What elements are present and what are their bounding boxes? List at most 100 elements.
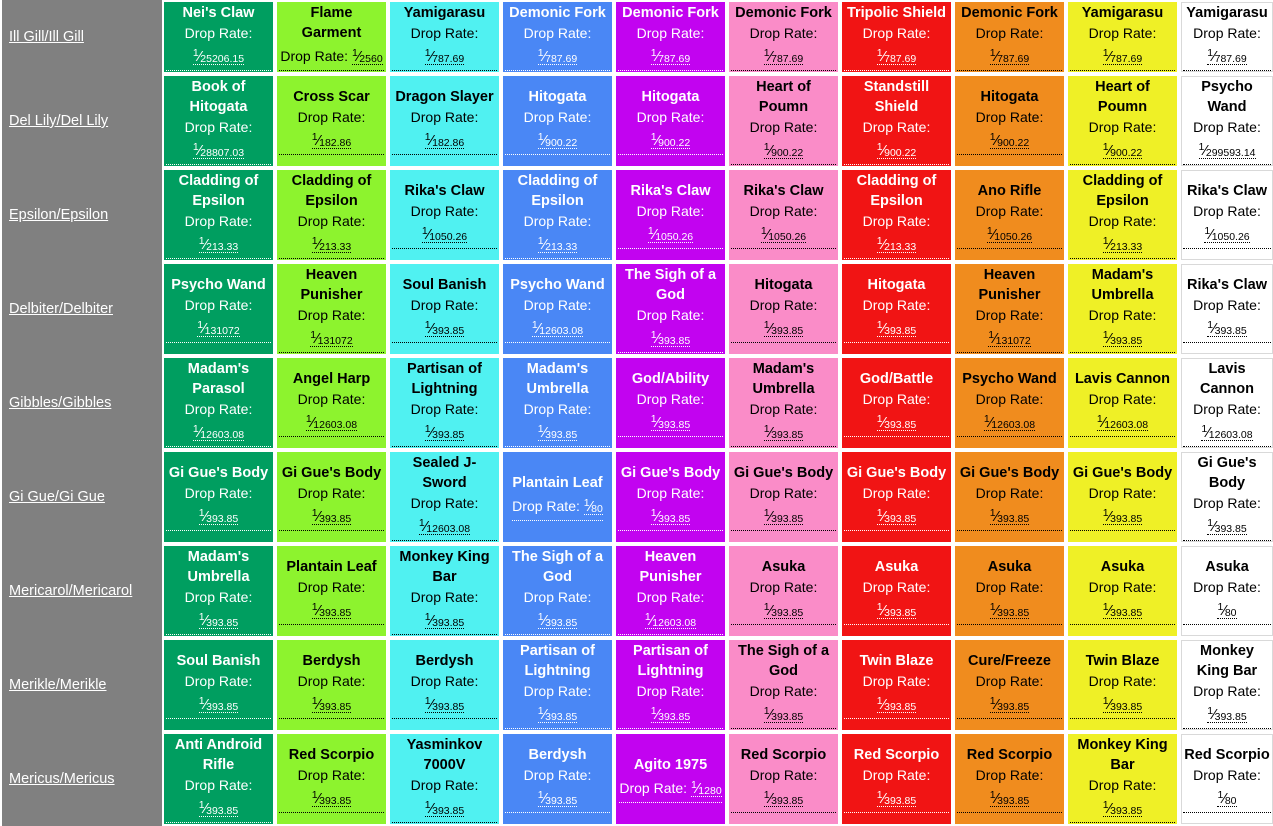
drop-info[interactable]: Cladding of Epsilon Drop Rate: 1⁄213.33 — [279, 171, 384, 259]
drop-rate-fraction[interactable]: 1⁄80 — [583, 497, 603, 515]
drop-info[interactable]: Gi Gue's Body Drop Rate: 1⁄393.85 — [1070, 463, 1175, 531]
monster-link[interactable]: Epsilon/Epsilon — [9, 207, 109, 223]
drop-info[interactable]: Demonic Fork Drop Rate: 1⁄787.69 — [957, 3, 1062, 71]
drop-rate-fraction[interactable]: 1⁄393.85 — [424, 695, 465, 713]
drop-rate-fraction[interactable]: 1⁄213.33 — [537, 235, 578, 253]
drop-info[interactable]: Red Scorpio Drop Rate: 1⁄393.85 — [844, 745, 949, 813]
drop-rate-fraction[interactable]: 1⁄393.85 — [763, 789, 804, 807]
drop-rate-fraction[interactable]: 1⁄787.69 — [876, 47, 917, 65]
drop-rate-fraction[interactable]: 1⁄213.33 — [311, 235, 352, 253]
drop-info[interactable]: Yasminkov 7000V Drop Rate: 1⁄393.85 — [392, 735, 497, 823]
monster-link[interactable]: Merikle/Merikle — [9, 677, 107, 693]
drop-info[interactable]: Yamigarasu Drop Rate: 1⁄787.69 — [392, 3, 497, 71]
drop-rate-fraction[interactable]: 1⁄900.22 — [537, 131, 578, 149]
drop-info[interactable]: Berdysh Drop Rate: 1⁄393.85 — [392, 651, 497, 719]
drop-rate-fraction[interactable]: 1⁄393.85 — [424, 799, 465, 817]
drop-info[interactable]: Heaven Punisher Drop Rate: 1⁄131072 — [279, 265, 384, 353]
drop-rate-fraction[interactable]: 1⁄1050.26 — [1204, 225, 1250, 243]
drop-rate-fraction[interactable]: 1⁄393.85 — [876, 413, 917, 431]
drop-info[interactable]: Flame Garment Drop Rate: 1⁄2560 — [279, 3, 384, 71]
drop-info[interactable]: Gi Gue's Body Drop Rate: 1⁄393.85 — [166, 463, 271, 531]
drop-rate-fraction[interactable]: 1⁄213.33 — [1102, 235, 1143, 253]
drop-rate-fraction[interactable]: 1⁄1280 — [690, 779, 722, 797]
drop-rate-fraction[interactable]: 1⁄12603.08 — [418, 517, 471, 535]
drop-info[interactable]: Cross Scar Drop Rate: 1⁄182.86 — [279, 87, 384, 155]
drop-rate-fraction[interactable]: 1⁄393.85 — [876, 789, 917, 807]
drop-info[interactable]: Agito 1975 Drop Rate: 1⁄1280 — [619, 755, 722, 803]
drop-rate-fraction[interactable]: 1⁄393.85 — [1207, 319, 1247, 337]
drop-info[interactable]: Monkey King Bar Drop Rate: 1⁄393.85 — [1183, 641, 1271, 729]
drop-rate-fraction[interactable]: 1⁄393.85 — [1207, 517, 1247, 535]
drop-info[interactable]: Red Scorpio Drop Rate: 1⁄393.85 — [279, 745, 384, 813]
drop-rate-fraction[interactable]: 1⁄393.85 — [650, 507, 691, 525]
drop-info[interactable]: Red Scorpio Drop Rate: 1⁄393.85 — [957, 745, 1062, 813]
drop-rate-fraction[interactable]: 1⁄900.22 — [763, 141, 804, 159]
drop-rate-fraction[interactable]: 1⁄12603.08 — [531, 319, 584, 337]
drop-info[interactable]: Psycho Wand Drop Rate: 1⁄12603.08 — [957, 369, 1062, 437]
drop-info[interactable]: The Sigh of a God Drop Rate: 1⁄393.85 — [505, 547, 610, 635]
drop-info[interactable]: Berdysh Drop Rate: 1⁄393.85 — [279, 651, 384, 719]
drop-info[interactable]: Nei's Claw Drop Rate: 1⁄25206.15 — [166, 3, 271, 71]
drop-info[interactable]: Heart of Poumn Drop Rate: 1⁄900.22 — [1070, 77, 1175, 165]
drop-info[interactable]: Demonic Fork Drop Rate: 1⁄787.69 — [618, 3, 723, 71]
drop-rate-fraction[interactable]: 1⁄393.85 — [424, 319, 465, 337]
drop-info[interactable]: Angel Harp Drop Rate: 1⁄12603.08 — [279, 369, 384, 437]
drop-info[interactable]: Asuka Drop Rate: 1⁄393.85 — [957, 557, 1062, 625]
drop-info[interactable]: Hitogata Drop Rate: 1⁄900.22 — [957, 87, 1062, 155]
drop-info[interactable]: Soul Banish Drop Rate: 1⁄393.85 — [392, 275, 497, 343]
drop-info[interactable]: Rika's Claw Drop Rate: 1⁄393.85 — [1183, 275, 1271, 343]
drop-info[interactable]: Hitogata Drop Rate: 1⁄900.22 — [618, 87, 723, 155]
drop-rate-fraction[interactable]: 1⁄393.85 — [311, 695, 352, 713]
drop-rate-fraction[interactable]: 1⁄2560 — [351, 47, 383, 65]
drop-rate-fraction[interactable]: 1⁄393.85 — [1102, 507, 1143, 525]
drop-rate-fraction[interactable]: 1⁄787.69 — [989, 47, 1030, 65]
drop-rate-fraction[interactable]: 1⁄900.22 — [650, 131, 691, 149]
drop-rate-fraction[interactable]: 1⁄393.85 — [876, 507, 917, 525]
drop-info[interactable]: Ano Rifle Drop Rate: 1⁄1050.26 — [957, 181, 1062, 249]
drop-rate-fraction[interactable]: 1⁄12603.08 — [305, 413, 358, 431]
drop-rate-fraction[interactable]: 1⁄900.22 — [1102, 141, 1143, 159]
drop-info[interactable]: Hitogata Drop Rate: 1⁄900.22 — [505, 87, 610, 155]
drop-rate-fraction[interactable]: 1⁄787.69 — [650, 47, 691, 65]
drop-rate-fraction[interactable]: 1⁄131072 — [197, 319, 240, 337]
drop-info[interactable]: Cladding of Epsilon Drop Rate: 1⁄213.33 — [166, 171, 271, 259]
drop-rate-fraction[interactable]: 1⁄1050.26 — [760, 225, 807, 243]
drop-info[interactable]: Book of Hitogata Drop Rate: 1⁄28807.03 — [166, 77, 271, 165]
drop-info[interactable]: Lavis Cannon Drop Rate: 1⁄12603.08 — [1070, 369, 1175, 437]
drop-rate-fraction[interactable]: 1⁄787.69 — [763, 47, 804, 65]
drop-info[interactable]: Madam's Umbrella Drop Rate: 1⁄393.85 — [731, 359, 836, 447]
drop-rate-fraction[interactable]: 1⁄393.85 — [537, 423, 578, 441]
drop-info[interactable]: Rika's Claw Drop Rate: 1⁄1050.26 — [618, 181, 723, 249]
drop-info[interactable]: Heaven Punisher Drop Rate: 1⁄131072 — [957, 265, 1062, 353]
drop-rate-fraction[interactable]: 1⁄182.86 — [311, 131, 352, 149]
drop-rate-fraction[interactable]: 1⁄393.85 — [876, 601, 917, 619]
drop-info[interactable]: Red Scorpio Drop Rate: 1⁄393.85 — [731, 745, 836, 813]
drop-rate-fraction[interactable]: 1⁄182.86 — [424, 131, 465, 149]
drop-rate-fraction[interactable]: 1⁄12603.08 — [983, 413, 1036, 431]
drop-info[interactable]: Madam's Umbrella Drop Rate: 1⁄393.85 — [505, 359, 610, 447]
drop-info[interactable]: Monkey King Bar Drop Rate: 1⁄393.85 — [1070, 735, 1175, 823]
drop-rate-fraction[interactable]: 1⁄393.85 — [1102, 695, 1143, 713]
drop-rate-fraction[interactable]: 1⁄393.85 — [1207, 705, 1247, 723]
drop-rate-fraction[interactable]: 1⁄393.85 — [650, 413, 691, 431]
drop-info[interactable]: Demonic Fork Drop Rate: 1⁄787.69 — [731, 3, 836, 71]
monster-link[interactable]: Delbiter/Delbiter — [9, 301, 113, 317]
drop-rate-fraction[interactable]: 1⁄12603.08 — [192, 423, 245, 441]
drop-info[interactable]: Rika's Claw Drop Rate: 1⁄1050.26 — [1183, 181, 1271, 249]
drop-info[interactable]: Plantain Leaf Drop Rate: 1⁄80 — [512, 473, 603, 521]
drop-rate-fraction[interactable]: 1⁄80 — [1217, 601, 1237, 619]
drop-rate-fraction[interactable]: 1⁄393.85 — [198, 695, 239, 713]
monster-link[interactable]: Del Lily/Del Lily — [9, 113, 109, 129]
drop-rate-fraction[interactable]: 1⁄393.85 — [763, 507, 804, 525]
drop-info[interactable]: Asuka Drop Rate: 1⁄393.85 — [731, 557, 836, 625]
drop-rate-fraction[interactable]: 1⁄12603.08 — [1201, 423, 1253, 441]
drop-rate-fraction[interactable]: 1⁄213.33 — [876, 235, 917, 253]
drop-info[interactable]: Madam's Umbrella Drop Rate: 1⁄393.85 — [1070, 265, 1175, 353]
drop-info[interactable]: Twin Blaze Drop Rate: 1⁄393.85 — [1070, 651, 1175, 719]
drop-rate-fraction[interactable]: 1⁄393.85 — [311, 601, 352, 619]
drop-info[interactable]: Standstill Shield Drop Rate: 1⁄900.22 — [844, 77, 949, 165]
drop-rate-fraction[interactable]: 1⁄787.69 — [537, 47, 578, 65]
drop-rate-fraction[interactable]: 1⁄393.85 — [876, 319, 917, 337]
drop-info[interactable]: Madam's Umbrella Drop Rate: 1⁄393.85 — [166, 547, 271, 635]
drop-rate-fraction[interactable]: 1⁄393.85 — [1102, 799, 1143, 817]
